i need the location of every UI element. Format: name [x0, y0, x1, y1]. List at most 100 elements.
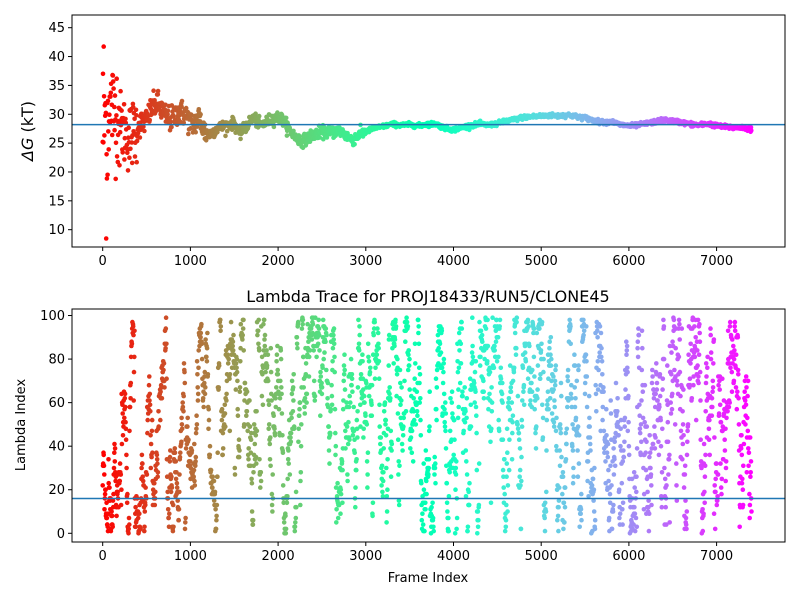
lambda-trace-point [570, 443, 575, 449]
lambda-trace-point [597, 324, 603, 329]
lambda-trace-point [740, 487, 746, 493]
lambda-trace-point [679, 326, 685, 331]
lambda-trace-point [684, 452, 690, 458]
lambda-trace-point [501, 474, 506, 480]
lambda-trace-point [294, 341, 300, 347]
lambda-trace-point [632, 485, 637, 490]
lambda-trace-point [489, 426, 494, 432]
lambda-trace-point [683, 515, 689, 521]
lambda-trace-point [697, 369, 703, 375]
lambda-trace-point [450, 411, 455, 416]
delta-g-point [155, 88, 161, 94]
lambda-trace-point [140, 478, 146, 484]
lambda-trace-point [246, 457, 251, 462]
lambda-trace-point [539, 319, 545, 325]
lambda-trace-point [115, 489, 120, 495]
lambda-trace-point [676, 354, 682, 360]
lambda-trace-point [193, 463, 198, 469]
lambda-trace-point [740, 476, 745, 482]
lambda-trace-point [663, 504, 668, 510]
lambda-trace-x-tick-label: 1000 [174, 549, 207, 564]
lambda-trace-point [481, 396, 487, 401]
lambda-trace-point [354, 467, 359, 473]
lambda-trace-point [646, 498, 651, 503]
lambda-trace-point [579, 491, 584, 497]
lambda-trace-point [145, 417, 150, 423]
lambda-trace-point [541, 356, 546, 362]
delta-g-x-tick-label: 5000 [525, 254, 558, 269]
lambda-trace-point [366, 393, 372, 399]
lambda-trace-point [647, 454, 652, 460]
lambda-trace-point [212, 489, 218, 495]
lambda-trace-point [262, 337, 267, 342]
lambda-trace-point [302, 411, 308, 416]
lambda-trace-point [124, 465, 129, 471]
lambda-trace-point [123, 426, 129, 432]
lambda-trace-point [383, 433, 389, 438]
lambda-trace-point [170, 528, 176, 534]
lambda-trace-point [669, 406, 675, 412]
lambda-trace-point [335, 515, 341, 521]
lambda-trace-point [742, 378, 748, 384]
lambda-trace-point [392, 337, 398, 342]
lambda-trace-point [453, 487, 458, 493]
lambda-trace-point [204, 345, 210, 351]
lambda-trace-point [513, 352, 519, 358]
lambda-trace-point [393, 324, 399, 329]
delta-g-point [179, 104, 184, 110]
lambda-trace-point [486, 406, 491, 412]
lambda-trace-point [632, 504, 637, 510]
lambda-trace-point [442, 419, 448, 425]
lambda-trace-point [578, 511, 583, 516]
lambda-trace-point [260, 372, 265, 377]
lambda-trace-point [639, 439, 644, 445]
lambda-trace-point [194, 413, 199, 419]
lambda-trace-point [697, 330, 702, 336]
lambda-trace-point [126, 515, 132, 521]
lambda-trace-point [520, 365, 526, 371]
lambda-trace-point [618, 443, 623, 449]
delta-g-point [128, 146, 133, 152]
lambda-trace-point [291, 372, 297, 377]
delta-g-point [105, 98, 111, 104]
lambda-trace-point [356, 317, 361, 323]
lambda-trace-point [314, 354, 319, 360]
lambda-trace-point [333, 485, 339, 490]
lambda-trace-point [710, 389, 715, 395]
lambda-trace-point [666, 472, 671, 477]
lambda-trace-point [715, 494, 720, 499]
lambda-trace-point [416, 365, 422, 371]
lambda-trace-point [294, 335, 300, 340]
lambda-trace-y-tick-label: 20 [48, 483, 65, 498]
lambda-trace-point [235, 413, 241, 419]
lambda-trace-point [411, 409, 417, 414]
lambda-trace-point [631, 470, 637, 475]
lambda-trace-point [589, 483, 595, 488]
lambda-trace-point [259, 393, 265, 399]
lambda-trace-point [626, 443, 632, 449]
lambda-trace-point [610, 509, 616, 514]
lambda-trace-point [584, 324, 589, 329]
lambda-trace-point [289, 415, 294, 421]
lambda-trace-point [525, 317, 531, 323]
lambda-trace-point [711, 337, 717, 342]
lambda-trace-point [557, 448, 562, 453]
lambda-trace-point [283, 513, 288, 519]
lambda-trace-point [422, 528, 427, 534]
lambda-trace-point [714, 461, 719, 466]
lambda-trace-point [438, 350, 444, 355]
lambda-trace-point [411, 396, 417, 401]
lambda-trace-point [488, 439, 493, 445]
lambda-trace-point [280, 433, 285, 438]
lambda-trace-point [535, 396, 540, 401]
lambda-trace-point [355, 385, 361, 390]
lambda-trace-point [605, 441, 611, 447]
lambda-trace-point [579, 517, 584, 523]
delta-g-y-tick-label: 40 [48, 50, 65, 65]
lambda-trace-point [710, 385, 716, 390]
lambda-trace-point [570, 480, 576, 486]
lambda-trace-point [128, 354, 134, 360]
lambda-trace-point [358, 402, 363, 408]
lambda-trace-point [290, 409, 296, 414]
lambda-trace-point [719, 491, 724, 497]
